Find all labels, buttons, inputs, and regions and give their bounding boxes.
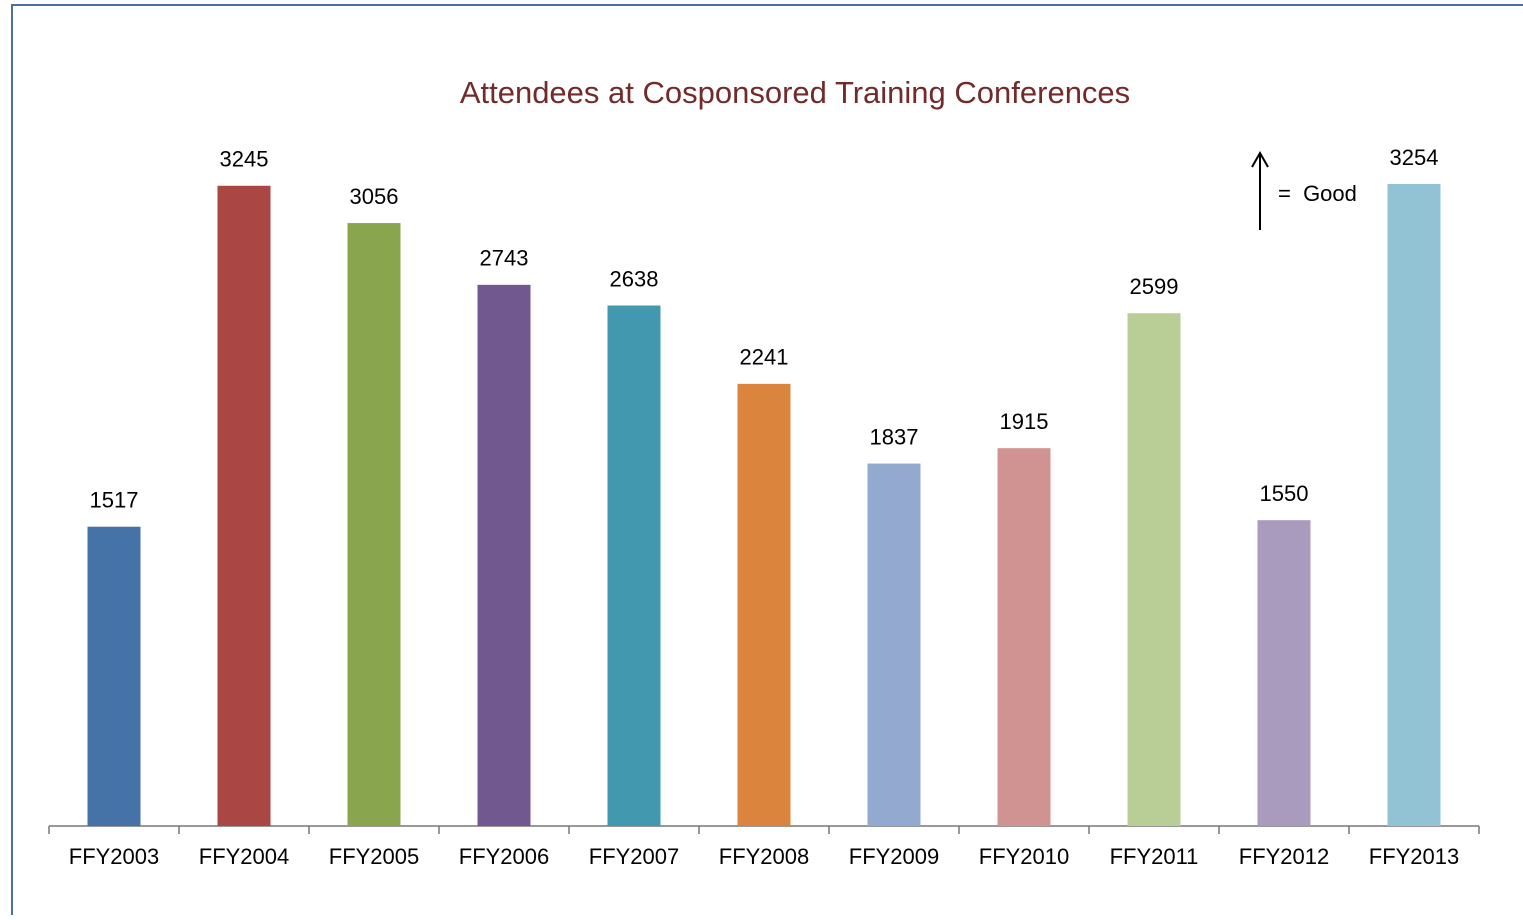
bar: [1257, 520, 1311, 826]
x-tick-label: FFY2003: [69, 844, 160, 869]
data-label: 1517: [90, 488, 139, 513]
bar: [347, 223, 401, 827]
bar: [1127, 313, 1181, 826]
bar: [1387, 184, 1441, 826]
data-label: 2241: [740, 345, 789, 370]
data-label: 2743: [480, 246, 529, 271]
frame: [11, 4, 1523, 915]
annotation: = Good: [1278, 181, 1357, 206]
x-tick-label: FFY2009: [849, 844, 940, 869]
bar: [997, 448, 1051, 826]
arrow-head: [1251, 150, 1269, 168]
x-tick-label: FFY2007: [589, 844, 680, 869]
data-label: 1550: [1260, 481, 1309, 506]
x-tick-label: FFY2004: [199, 844, 290, 869]
x-tick-label: FFY2013: [1369, 844, 1460, 869]
chart-title: Attendees at Cosponsored Training Confer…: [460, 75, 1130, 110]
data-label: 2599: [1130, 274, 1179, 299]
bar: [217, 185, 271, 827]
bar: [737, 383, 791, 826]
data-label: 2638: [610, 266, 659, 291]
data-label: 1837: [870, 424, 919, 449]
x-tick-label: FFY2005: [329, 844, 420, 869]
bar: [867, 463, 921, 826]
x-tick-label: FFY2010: [979, 844, 1070, 869]
bar: [477, 284, 531, 826]
bar: [607, 305, 661, 826]
data-label: 3056: [350, 184, 399, 209]
x-tick-label: FFY2008: [719, 844, 810, 869]
x-tick-label: FFY2011: [1110, 844, 1199, 869]
bar: [87, 526, 141, 826]
data-label: 1915: [1000, 409, 1049, 434]
data-label: 3245: [220, 147, 269, 172]
data-label: 3254: [1390, 145, 1439, 170]
x-tick-label: FFY2006: [459, 844, 550, 869]
x-tick-label: FFY2012: [1239, 844, 1330, 869]
